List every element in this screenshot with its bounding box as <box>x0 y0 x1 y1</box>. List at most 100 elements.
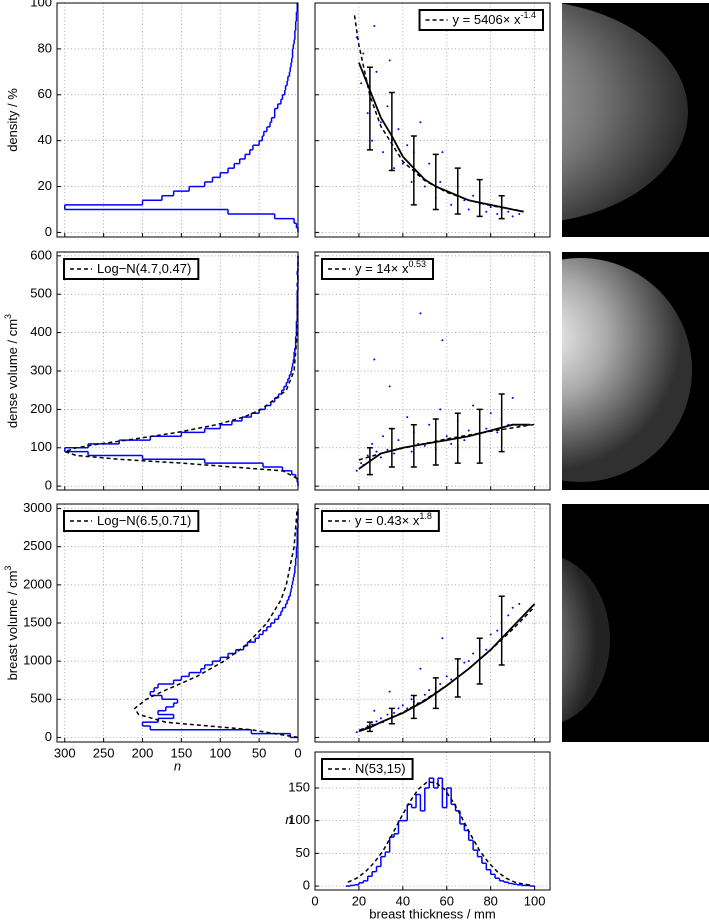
scatter-point <box>450 203 453 206</box>
axes-frame <box>314 503 551 743</box>
fit-curve <box>133 508 299 739</box>
scatter-point <box>511 215 514 218</box>
y-axis-label-main: breast volume / cm <box>5 571 20 681</box>
y-axis-label: n <box>285 812 292 827</box>
y-tick-label: 500 <box>30 691 52 706</box>
scatter-point <box>485 427 488 430</box>
error-bar <box>476 408 483 464</box>
error-bar <box>432 153 439 211</box>
legend: y = 14× x0.53 <box>321 258 435 280</box>
scatter-point <box>366 112 369 115</box>
panel <box>57 504 299 742</box>
scatter-point <box>419 312 422 315</box>
x-axis-label: breast thickness / mm <box>369 906 495 920</box>
y-tick-label: 150 <box>288 779 310 794</box>
scatter-point <box>467 208 470 211</box>
scatter-point <box>388 690 391 693</box>
axes-frame <box>56 503 299 743</box>
x-tick-label: 20 <box>352 893 366 908</box>
scatter-point <box>441 151 444 154</box>
scatter-point <box>441 339 444 342</box>
x-tick-label: 80 <box>483 893 497 908</box>
scatter-point <box>489 412 492 415</box>
scatter-point <box>467 429 470 432</box>
panel <box>57 2 299 237</box>
scatter-point <box>511 396 514 399</box>
y-axis-label: dense volume / cm3 <box>3 314 20 428</box>
y-tick-label: 0 <box>303 878 310 893</box>
legend-label-main: y = 5406× x <box>453 12 521 27</box>
x-tick-label: 300 <box>54 745 76 760</box>
scatter-point <box>379 456 382 459</box>
scatter-point <box>410 450 413 453</box>
scatter-point <box>393 452 396 455</box>
error-bar <box>432 677 439 710</box>
legend-label-sup: 0.53 <box>408 259 426 269</box>
scatter-point <box>489 206 492 209</box>
scatter-point <box>467 660 470 663</box>
y-axis-label-main: dense volume / cm <box>5 319 20 428</box>
y-tick-label: 2500 <box>23 538 52 553</box>
scatter-point <box>379 717 382 720</box>
scatter-point <box>439 683 442 686</box>
legend-box <box>63 258 200 280</box>
legend: Log−N(6.5,0.71) <box>63 510 200 532</box>
scatter-point <box>406 144 409 147</box>
legend-label: y = 14× x0.53 <box>355 259 426 276</box>
scatter-point <box>463 199 466 202</box>
x-tick-label: 0 <box>294 745 301 760</box>
scatter-point <box>388 59 391 62</box>
legend: y = 0.43× x1.8 <box>321 510 440 532</box>
scatter-point <box>472 652 475 655</box>
y-tick-label: 1000 <box>23 653 52 668</box>
legend-label: Log−N(6.5,0.71) <box>97 513 191 528</box>
scatter-point <box>373 358 376 361</box>
scatter-point <box>397 707 400 710</box>
x-tick-label: 250 <box>93 745 115 760</box>
x-tick-label: 200 <box>132 745 154 760</box>
y-tick-label: 100 <box>288 812 310 827</box>
scatter-point <box>428 689 431 692</box>
scatter-point <box>507 614 510 617</box>
y-axis-label-sup: 3 <box>3 314 13 319</box>
y-tick-label: 80 <box>38 40 52 55</box>
x-tick-label: 0 <box>311 893 318 908</box>
scatter-point <box>386 713 389 716</box>
scatter-point <box>373 24 376 27</box>
x-tick-label: 50 <box>252 745 266 760</box>
x-tick-label: 100 <box>209 745 231 760</box>
scatter-point <box>355 731 358 734</box>
scatter-point <box>441 637 444 640</box>
breast-1 <box>562 3 688 221</box>
error-bar <box>476 178 483 218</box>
legend-label-sup: -1.4 <box>520 10 536 20</box>
scatter-point <box>382 435 385 438</box>
scatter-point <box>419 121 422 124</box>
error-bar <box>454 167 461 215</box>
mammogram-images <box>562 3 709 742</box>
y-tick-label: 0 <box>45 729 52 744</box>
y-tick-label: 600 <box>30 247 52 262</box>
legend-label-main: Log−N(6.5,0.71) <box>97 513 191 528</box>
scatter-point <box>428 162 431 165</box>
scatter-point <box>401 704 404 707</box>
scatter-point <box>386 105 389 108</box>
scatter-point <box>518 213 521 216</box>
panel <box>314 252 550 490</box>
plot-area <box>57 252 298 490</box>
legend: Log−N(4.7,0.47) <box>63 258 200 280</box>
legend-box <box>63 510 200 532</box>
legend-label-main: N(53,15) <box>355 761 406 776</box>
scatter-point <box>375 720 378 723</box>
legend-label-sup: 1.8 <box>419 511 432 521</box>
legend-label: Log−N(4.7,0.47) <box>97 261 191 276</box>
axes-frame <box>56 2 299 238</box>
error-bar <box>366 447 373 476</box>
scatter-point <box>472 404 475 407</box>
y-tick-label: 200 <box>30 401 52 416</box>
scatter-point <box>518 602 521 605</box>
error-bar <box>366 721 373 733</box>
scatter-point <box>496 213 499 216</box>
error-bar <box>410 423 417 468</box>
y-tick-label: 300 <box>30 362 52 377</box>
